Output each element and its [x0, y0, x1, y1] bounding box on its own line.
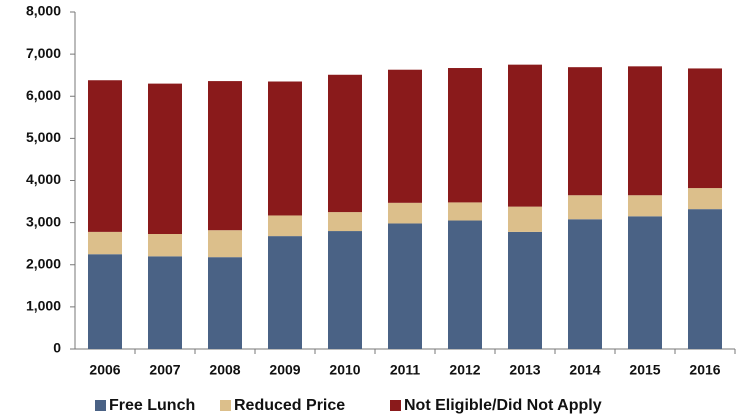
legend-swatch: [390, 400, 401, 411]
bar-segment: [508, 206, 542, 232]
x-tick-label: 2012: [449, 362, 480, 378]
bar-segment: [568, 219, 602, 349]
bar-segment: [508, 64, 542, 207]
bar-segment: [148, 256, 182, 349]
bar-segment: [328, 212, 362, 232]
bar-segment: [268, 81, 302, 216]
x-tick-label: 2015: [629, 362, 660, 378]
y-tick-label: 5,000: [26, 129, 61, 145]
bar-segment: [388, 223, 422, 349]
y-tick-label: 7,000: [26, 45, 61, 61]
bar-segment: [88, 80, 122, 232]
legend-label: Free Lunch: [109, 397, 195, 414]
bar-segment: [448, 220, 482, 349]
bar-segment: [88, 231, 122, 255]
bar-segment: [88, 254, 122, 349]
bar-segment: [208, 81, 242, 231]
x-tick-label: 2016: [689, 362, 720, 378]
y-tick-label: 1,000: [26, 298, 61, 314]
bar-segment: [268, 236, 302, 349]
bar-segment: [568, 67, 602, 196]
x-tick-label: 2014: [569, 362, 600, 378]
bar-segment: [268, 215, 302, 237]
bar-segment: [148, 233, 182, 257]
bar-segment: [148, 83, 182, 234]
bar-segment: [688, 188, 722, 210]
bar-segment: [508, 231, 542, 349]
bar-segment: [448, 202, 482, 221]
bar-segment: [568, 195, 602, 220]
x-tick-label: 2006: [89, 362, 120, 378]
legend-label: Reduced Price: [234, 397, 345, 414]
legend-swatch: [220, 400, 231, 411]
y-tick-label: 0: [53, 340, 61, 356]
y-tick-label: 4,000: [26, 171, 61, 187]
bar-segment: [688, 68, 722, 189]
bar-segment: [628, 195, 662, 217]
bar-segment: [208, 257, 242, 349]
bar-segment: [388, 69, 422, 203]
x-tick-label: 2009: [269, 362, 300, 378]
y-tick-label: 2,000: [26, 255, 61, 271]
bar-segment: [448, 68, 482, 203]
legend-swatch: [95, 400, 106, 411]
legend-label: Not Eligible/Did Not Apply: [404, 397, 602, 414]
x-tick-label: 2013: [509, 362, 540, 378]
bar-segment: [328, 74, 362, 213]
x-tick-label: 2010: [329, 362, 360, 378]
bar-segment: [628, 216, 662, 349]
y-tick-label: 8,000: [26, 3, 61, 19]
x-tick-label: 2011: [390, 362, 421, 378]
bar-segment: [628, 66, 662, 196]
bar-segment: [208, 230, 242, 258]
x-tick-label: 2007: [149, 362, 180, 378]
bar-segment: [388, 202, 422, 224]
x-tick-label: 2008: [209, 362, 240, 378]
bar-segment: [688, 209, 722, 349]
y-tick-label: 6,000: [26, 87, 61, 103]
bar-segment: [328, 231, 362, 349]
y-tick-label: 3,000: [26, 213, 61, 229]
